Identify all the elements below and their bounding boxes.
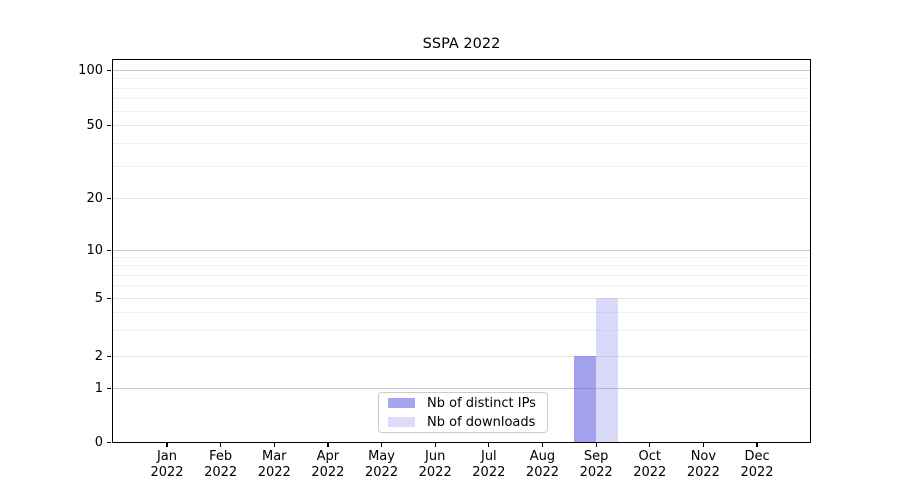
y-axis-tick [107, 197, 111, 199]
legend: Nb of distinct IPs Nb of downloads [378, 392, 548, 433]
y-axis-tick-label: 0 [94, 435, 103, 450]
x-axis-tick-label-line: 2022 [365, 464, 399, 480]
plot-area [112, 59, 811, 443]
gridline [113, 257, 810, 259]
x-axis-tick-label: Jun 2022 [405, 449, 465, 480]
x-axis-tick-label-line: 2022 [257, 464, 291, 480]
gridline [113, 87, 810, 89]
legend-item-distinct-ips: Nb of distinct IPs [388, 396, 538, 411]
gridline [113, 298, 810, 299]
x-axis-tick-label-line: Apr [316, 449, 340, 464]
x-axis-tick-label-line: Nov [690, 449, 717, 464]
x-axis-tick-label: Nov 2022 [673, 449, 733, 480]
legend-swatch-downloads [388, 417, 415, 427]
x-axis-tick-label: Dec 2022 [727, 449, 787, 480]
x-axis-tick [273, 443, 275, 447]
legend-item-downloads: Nb of downloads [388, 415, 538, 430]
x-axis-tick-label-line: Jan [156, 449, 178, 464]
legend-label-downloads: Nb of downloads [427, 414, 536, 430]
x-axis-tick-label-line: 2022 [472, 464, 506, 480]
gridline [113, 110, 810, 112]
x-axis-tick [488, 443, 490, 447]
x-axis-tick [595, 443, 597, 447]
y-axis-tick-label: 10 [86, 242, 103, 258]
chart-title: SSPA 2022 [422, 36, 501, 52]
x-axis-tick-label: Mar 2022 [244, 449, 304, 480]
gridline [113, 330, 810, 332]
x-axis-tick-label-line: 2022 [311, 464, 345, 480]
x-axis-tick [434, 443, 436, 447]
x-axis-tick-label-line: 2022 [633, 464, 667, 480]
x-axis-tick-label-line: Aug [529, 449, 556, 464]
x-axis-tick-label: Apr 2022 [298, 449, 358, 480]
gridline [113, 285, 810, 287]
y-axis-tick-label: 5 [94, 290, 103, 306]
x-axis-tick-label-line: Oct [638, 449, 661, 464]
x-axis-tick-label: Sep 2022 [566, 449, 626, 480]
x-axis-tick [649, 443, 651, 447]
x-axis-tick-label-line: 2022 [686, 464, 720, 480]
x-axis-tick-label: Jul 2022 [459, 449, 519, 480]
x-axis-tick-label: May 2022 [352, 449, 412, 480]
x-axis-tick-label: Oct 2022 [620, 449, 680, 480]
gridline [113, 388, 810, 389]
gridline [113, 70, 810, 71]
y-axis-tick-label: 1 [94, 380, 103, 396]
gridline [113, 312, 810, 314]
legend-swatch-distinct-ips [388, 398, 415, 408]
gridline [113, 198, 810, 199]
y-axis-tick-label: 20 [86, 190, 103, 206]
y-axis-tick [107, 69, 111, 71]
legend-label-distinct-ips: Nb of distinct IPs [427, 395, 536, 411]
y-axis-tick [107, 124, 111, 126]
gridline [113, 125, 810, 126]
x-axis-tick-label-line: Mar [262, 449, 287, 464]
gridline [113, 98, 810, 100]
bar-downloads-sep-2022 [596, 298, 619, 443]
x-axis-tick [541, 443, 544, 447]
x-axis-tick-label-line: Jun [425, 449, 446, 464]
x-axis-tick-label-line: May [368, 449, 395, 464]
gridline [113, 274, 810, 276]
y-axis-tick [107, 387, 111, 389]
x-axis-tick-label-line: 2022 [740, 464, 774, 480]
x-axis-tick-label-line: 2022 [150, 464, 184, 480]
x-axis-tick-label-line: 2022 [204, 464, 238, 480]
x-axis-tick-label-line: 2022 [525, 464, 560, 480]
x-axis-tick-label-line: 2022 [579, 464, 613, 480]
gridline [113, 250, 810, 251]
gridline [113, 142, 810, 144]
gridline [113, 265, 810, 267]
x-axis-tick-label-line: Sep [583, 449, 609, 464]
x-axis-tick [756, 443, 758, 447]
x-axis-tick-label-line: Jul [480, 449, 497, 464]
x-axis-tick-label: Feb 2022 [191, 449, 251, 480]
x-axis-tick [380, 443, 383, 447]
gridline [113, 165, 810, 167]
x-axis-tick [702, 443, 704, 447]
x-axis-tick [327, 443, 329, 447]
x-axis-tick [166, 443, 168, 447]
y-axis-tick-label: 100 [78, 62, 103, 78]
y-axis-tick-label: 50 [86, 117, 103, 133]
x-axis-tick-label: Aug 2022 [512, 449, 572, 480]
bar-distinct-ips-sep-2022 [574, 356, 597, 443]
y-axis-tick [107, 355, 111, 357]
gridline [113, 78, 810, 80]
x-axis-tick [220, 443, 222, 447]
y-axis-tick [107, 442, 111, 444]
x-axis-tick-label-line: Feb [209, 449, 233, 464]
y-axis-tick [107, 249, 111, 251]
y-axis-tick-label: 2 [94, 348, 103, 364]
x-axis-tick-label-line: 2022 [418, 464, 452, 480]
gridline [113, 356, 810, 357]
y-axis-tick [107, 297, 111, 299]
x-axis-tick-label-line: Dec [744, 449, 770, 464]
x-axis-tick-label: Jan 2022 [137, 449, 197, 480]
